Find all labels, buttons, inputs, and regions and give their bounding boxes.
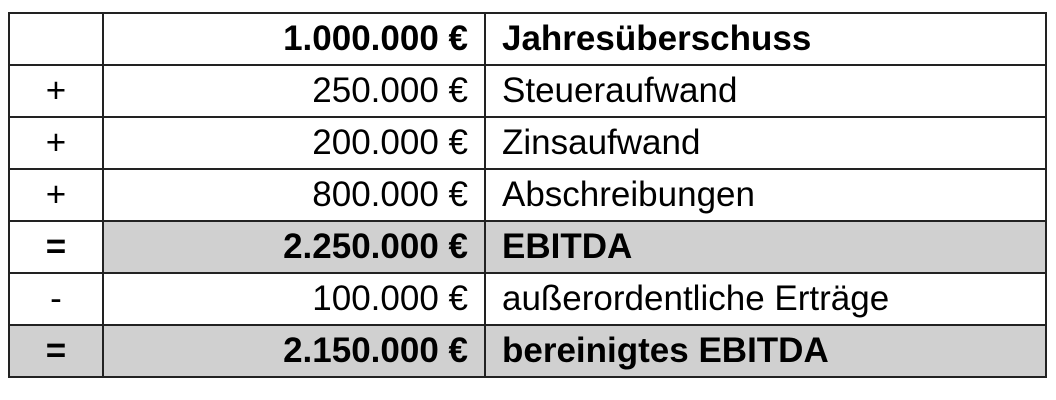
- label-cell: Steueraufwand: [484, 64, 1047, 118]
- table-row: -100.000 € außerordentliche Erträge: [8, 272, 1047, 326]
- label-cell: Zinsaufwand: [484, 116, 1047, 170]
- table-row: +250.000 € Steueraufwand: [8, 64, 1047, 118]
- operator-cell: -: [8, 272, 104, 326]
- amount-cell: 100.000 €: [102, 272, 486, 326]
- table-row: +800.000 € Abschreibungen: [8, 168, 1047, 222]
- table-row: +200.000 € Zinsaufwand: [8, 116, 1047, 170]
- operator-cell: =: [8, 324, 104, 378]
- amount-cell: 2.250.000 €: [102, 220, 486, 274]
- label-cell: EBITDA: [484, 220, 1047, 274]
- operator-cell: +: [8, 168, 104, 222]
- amount-cell: 250.000 €: [102, 64, 486, 118]
- label-cell: Abschreibungen: [484, 168, 1047, 222]
- amount-cell: 800.000 €: [102, 168, 486, 222]
- table-row: = 2.150.000 € bereinigtes EBITDA: [8, 324, 1047, 378]
- label-cell: Jahresüberschuss: [484, 12, 1047, 66]
- operator-cell: +: [8, 116, 104, 170]
- amount-cell: 200.000 €: [102, 116, 486, 170]
- ebitda-calculation-table: 1.000.000 € Jahresüberschuss +250.000 € Ste…: [8, 12, 1047, 378]
- amount-cell: 1.000.000 €: [102, 12, 486, 66]
- operator-cell: +: [8, 64, 104, 118]
- operator-cell: [8, 12, 104, 66]
- table-row: 1.000.000 € Jahresüberschuss: [8, 12, 1047, 66]
- table-row: = 2.250.000 € EBITDA: [8, 220, 1047, 274]
- operator-cell: =: [8, 220, 104, 274]
- label-cell: außerordentliche Erträge: [484, 272, 1047, 326]
- amount-cell: 2.150.000 €: [102, 324, 486, 378]
- label-cell: bereinigtes EBITDA: [484, 324, 1047, 378]
